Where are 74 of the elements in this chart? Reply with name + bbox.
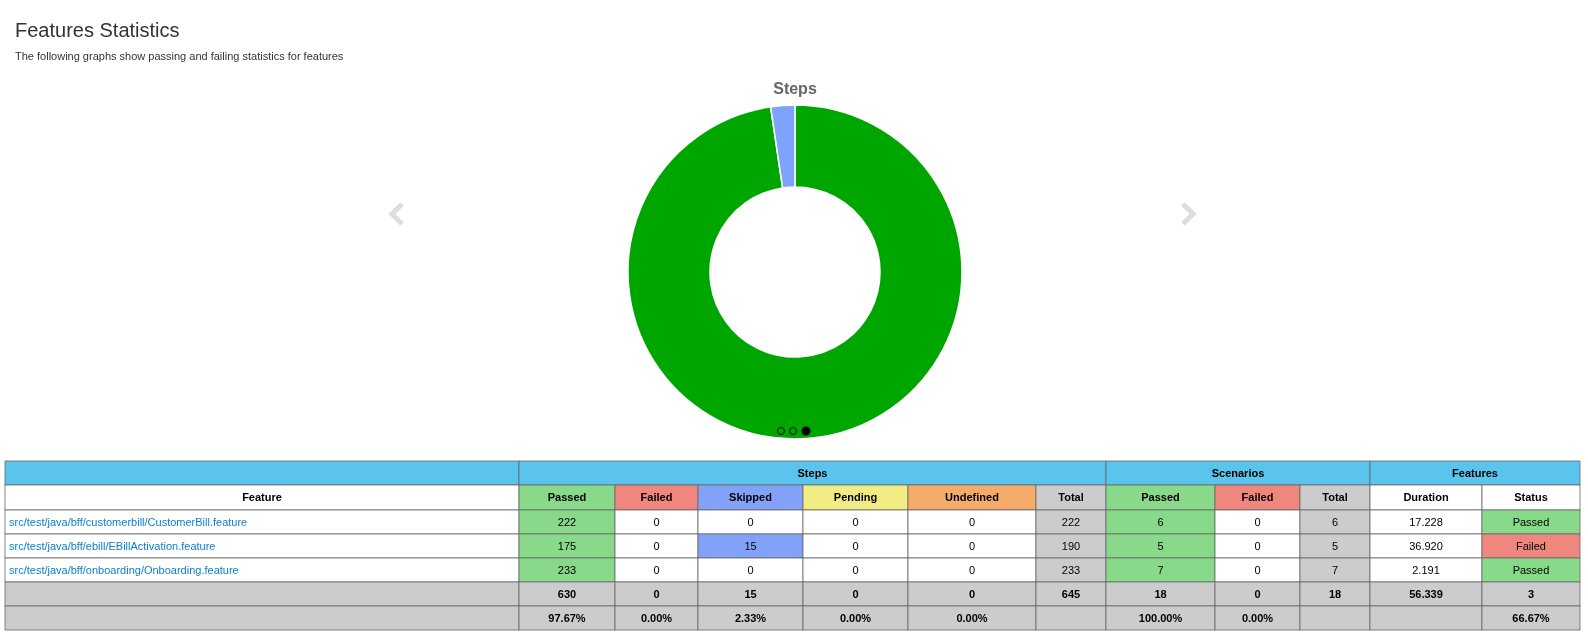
text: 0 (747, 564, 754, 576)
text: 7 (1157, 564, 1164, 576)
text: 5 (1331, 540, 1339, 552)
category-label: Passed (547, 491, 587, 503)
text: 222 (557, 516, 577, 528)
category-label: Skipped (729, 491, 772, 503)
text: 0 (1254, 540, 1261, 552)
text: 15 (744, 588, 757, 600)
text: 0 (653, 516, 660, 528)
text: 0.00% (640, 612, 673, 624)
category-label: Pending (833, 491, 878, 503)
donut-slice (627, 104, 963, 440)
category-label: src/test/java/bff/customerbill/CustomerBill.feature (9, 516, 248, 528)
text: 0 (852, 564, 859, 576)
text: 175 (557, 540, 577, 552)
chart-title: Steps (773, 80, 817, 97)
text: 0 (1254, 564, 1261, 576)
text: Features Statistics (15, 19, 180, 41)
text: Scenarios (1211, 467, 1265, 479)
text: 18 (1154, 588, 1167, 600)
text: 3 (1527, 588, 1535, 600)
text: 190 (1061, 540, 1081, 552)
text: 17.228 (1409, 516, 1443, 528)
text: 6 (1331, 516, 1339, 528)
text: 233 (557, 564, 577, 576)
category-label: Undefined (945, 491, 999, 503)
text: 0 (968, 540, 976, 552)
text: 645 (1061, 588, 1081, 600)
category-label: Passed (1141, 491, 1180, 503)
category-label: src/test/java/bff/ebill/EBillActivation.feature (9, 540, 216, 552)
text: 7 (1331, 564, 1339, 576)
text: 0.00% (1241, 612, 1274, 624)
text: 0 (852, 516, 859, 528)
text: 2.191 (1412, 564, 1440, 576)
category-label: Duration (1403, 491, 1449, 503)
category-label: Failed (640, 491, 673, 503)
text: Failed (1516, 540, 1546, 552)
category-label: Status (1514, 491, 1548, 503)
text: 15 (744, 540, 757, 552)
text: 0 (1254, 588, 1261, 600)
text: Passed (1512, 516, 1550, 528)
text: 0 (653, 588, 660, 600)
text: 56.339 (1409, 588, 1443, 600)
text: 0 (852, 588, 859, 600)
text: Steps (797, 467, 828, 479)
text: 0 (968, 588, 976, 600)
text: 233 (1061, 564, 1081, 576)
text: 6 (1157, 516, 1164, 528)
category-label: Total (1058, 491, 1084, 503)
text: 630 (557, 588, 577, 600)
category-label: Failed (1241, 491, 1274, 503)
text: 2.33% (734, 612, 767, 624)
text: 100.00% (1138, 612, 1183, 624)
text: 0 (653, 540, 660, 552)
text: 97.67% (548, 612, 586, 624)
text: 5 (1157, 540, 1164, 552)
text: 0 (968, 564, 976, 576)
text: 0 (968, 516, 976, 528)
text: 0 (1254, 516, 1261, 528)
text: 0 (852, 540, 859, 552)
text: 36.920 (1409, 540, 1443, 552)
text: 66.67% (1512, 612, 1550, 624)
category-label: Total (1322, 491, 1348, 503)
text: Passed (1512, 564, 1550, 576)
text: Feature (242, 491, 282, 503)
category-label: src/test/java/bff/onboarding/Onboarding.feature (9, 564, 239, 576)
text: 0.00% (956, 612, 988, 624)
text: Features (1452, 467, 1498, 479)
text: 0 (747, 516, 754, 528)
text: 0.00% (839, 612, 872, 624)
text: 222 (1061, 516, 1081, 528)
text: 18 (1328, 588, 1342, 600)
text: 0 (653, 564, 660, 576)
text: The following graphs show passing and failing statistics for features (15, 50, 344, 62)
